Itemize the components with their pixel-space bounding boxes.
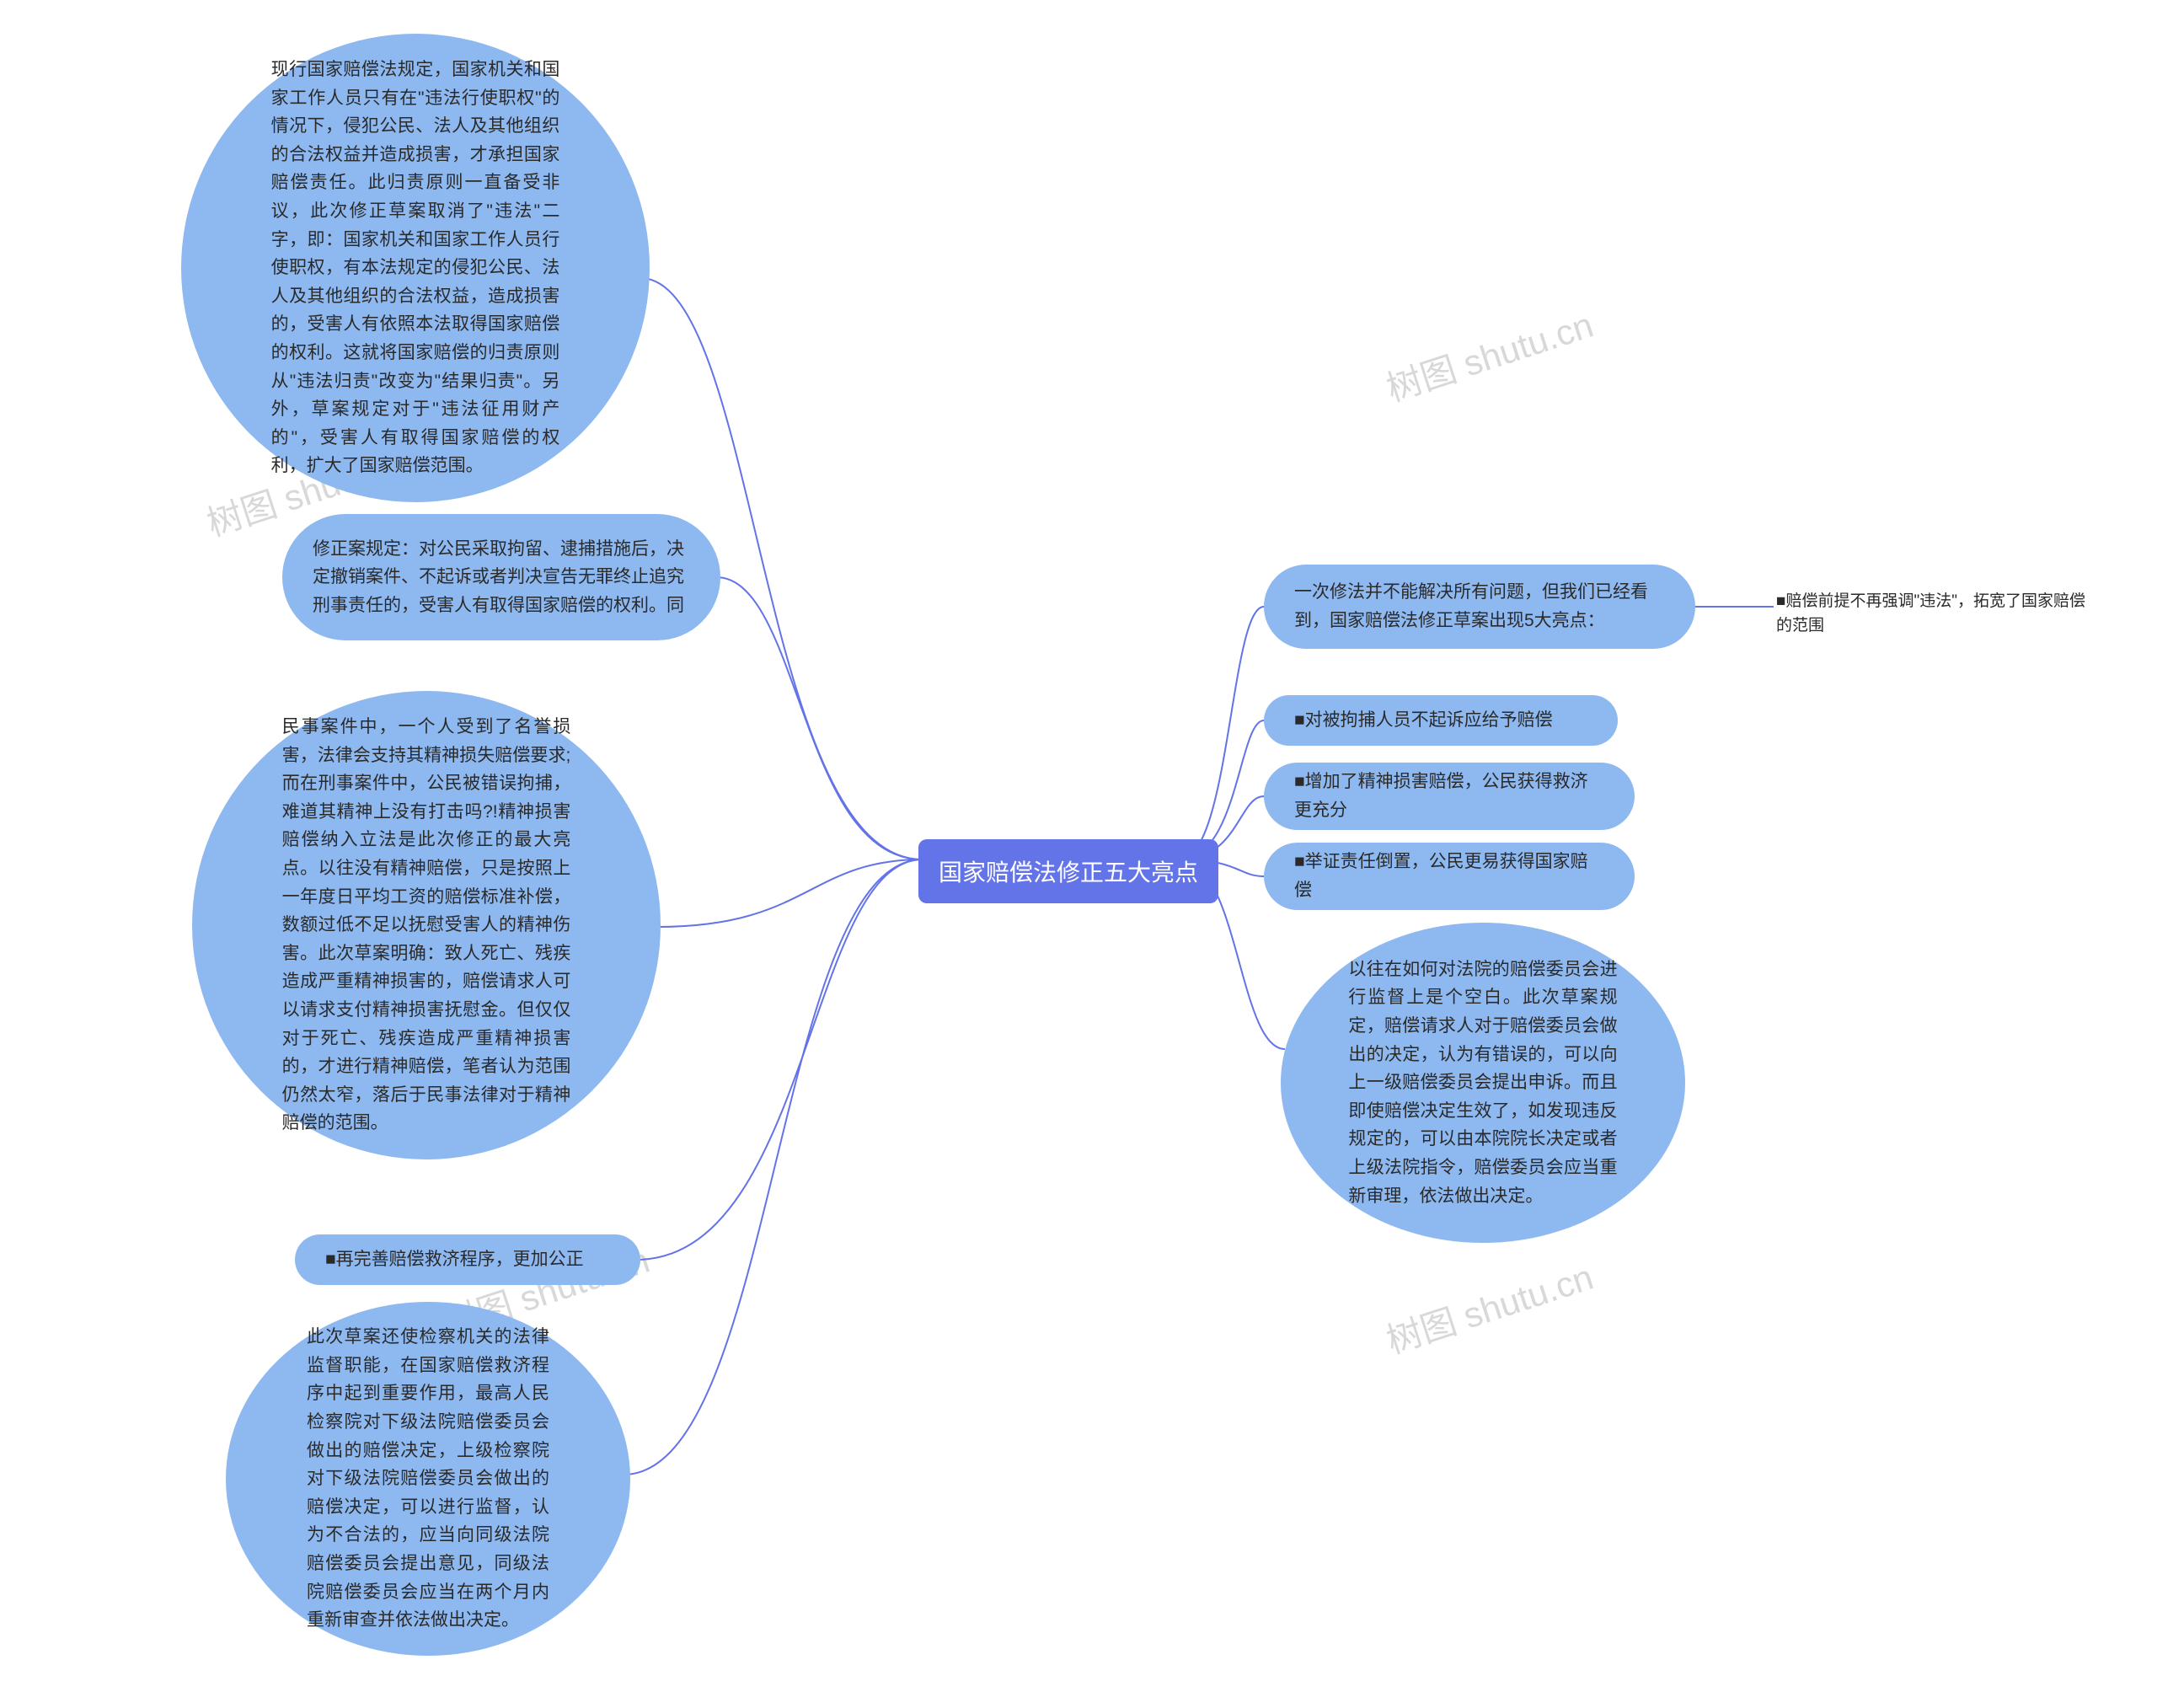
node-r5-text: 以往在如何对法院的赔偿委员会进行监督上是个空白。此次草案规定，赔偿请求人对于赔偿… [1348, 956, 1617, 1210]
node-l1-text: 现行国家赔偿法规定，国家机关和国家工作人员只有在"违法行使职权"的情况下，侵犯公… [271, 56, 560, 480]
node-l5[interactable]: 此次草案还使检察机关的法律监督职能，在国家赔偿救济程序中起到重要作用，最高人民检… [226, 1302, 630, 1656]
node-r4[interactable]: ■举证责任倒置，公民更易获得国家赔偿 [1264, 843, 1635, 910]
watermark: 树图 shutu.cn [1379, 1249, 1599, 1364]
leaf-r1a: ■赔偿前提不再强调"违法"，拓宽了国家赔偿的范围 [1776, 590, 2096, 638]
node-r3[interactable]: ■增加了精神损害赔偿，公民获得救济更充分 [1264, 763, 1635, 830]
node-r1[interactable]: 一次修法并不能解决所有问题，但我们已经看到，国家赔偿法修正草案出现5大亮点： [1264, 565, 1695, 649]
node-r4-text: ■举证责任倒置，公民更易获得国家赔偿 [1294, 848, 1604, 904]
node-l2[interactable]: 修正案规定：对公民采取拘留、逮捕措施后，决定撤销案件、不起诉或者判决宣告无罪终止… [282, 514, 720, 640]
root-label: 国家赔偿法修正五大亮点 [939, 859, 1198, 886]
node-l5-text: 此次草案还使检察机关的法律监督职能，在国家赔偿救济程序中起到重要作用，最高人民检… [307, 1323, 549, 1635]
node-l1[interactable]: 现行国家赔偿法规定，国家机关和国家工作人员只有在"违法行使职权"的情况下，侵犯公… [181, 34, 650, 502]
node-l3-text: 民事案件中，一个人受到了名誉损害，法律会支持其精神损失赔偿要求;而在刑事案件中，… [282, 713, 571, 1138]
watermark: 树图 shutu.cn [1379, 297, 1599, 412]
node-r3-text: ■增加了精神损害赔偿，公民获得救济更充分 [1294, 768, 1604, 824]
root-node[interactable]: 国家赔偿法修正五大亮点 [918, 839, 1218, 903]
node-r5[interactable]: 以往在如何对法院的赔偿委员会进行监督上是个空白。此次草案规定，赔偿请求人对于赔偿… [1281, 923, 1685, 1243]
node-r1-text: 一次修法并不能解决所有问题，但我们已经看到，国家赔偿法修正草案出现5大亮点： [1294, 578, 1665, 634]
node-l3[interactable]: 民事案件中，一个人受到了名誉损害，法律会支持其精神损失赔偿要求;而在刑事案件中，… [192, 691, 661, 1159]
node-l4[interactable]: ■再完善赔偿救济程序，更加公正 [295, 1234, 640, 1285]
node-r2-text: ■对被拘捕人员不起诉应给予赔偿 [1294, 706, 1587, 735]
node-l4-text: ■再完善赔偿救济程序，更加公正 [325, 1245, 610, 1274]
node-l2-text: 修正案规定：对公民采取拘留、逮捕措施后，决定撤销案件、不起诉或者判决宣告无罪终止… [313, 535, 690, 620]
node-r2[interactable]: ■对被拘捕人员不起诉应给予赔偿 [1264, 695, 1618, 746]
